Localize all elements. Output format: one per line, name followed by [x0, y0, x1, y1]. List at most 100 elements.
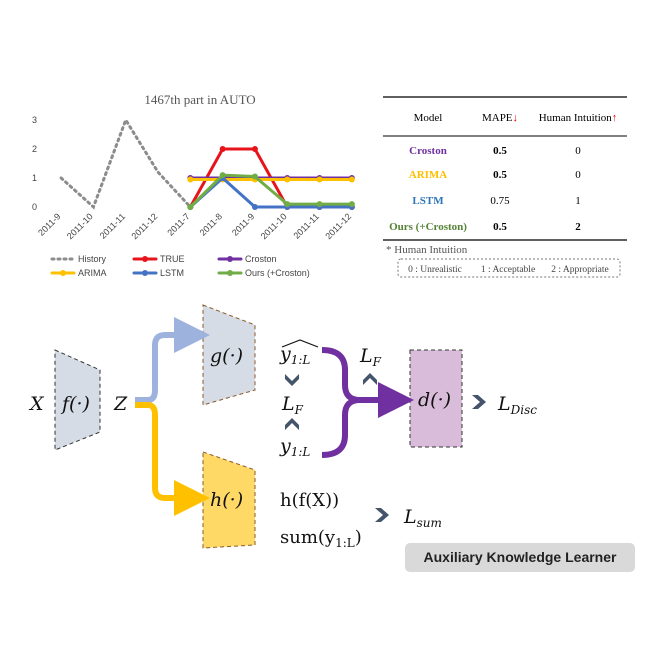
- label: d(·): [418, 389, 451, 411]
- x-tick-label: 2011-11: [98, 211, 127, 240]
- label: X: [28, 393, 45, 415]
- cell: ARIMA: [409, 169, 448, 181]
- base: L: [497, 393, 511, 415]
- y-tick-label: 1: [32, 173, 37, 183]
- chart-title: 1467th part in AUTO: [144, 92, 255, 107]
- legend-marker: [60, 270, 66, 276]
- y-tick-label: 2: [32, 144, 37, 154]
- chevron: [472, 395, 486, 409]
- legend-label: TRUE: [160, 254, 185, 264]
- label: Lsum: [403, 506, 442, 530]
- header-text: MAPE: [482, 112, 513, 124]
- decoder-g: [202, 304, 256, 406]
- cell: LSTM: [412, 195, 444, 207]
- scale-item: 1 : Acceptable: [481, 265, 535, 275]
- cell: 2: [575, 221, 581, 233]
- chevron: [285, 374, 299, 386]
- x-tick-label: 2011-12: [130, 211, 160, 241]
- base: L: [359, 345, 373, 367]
- label: sum(y1:L): [280, 527, 362, 550]
- marker: [316, 176, 323, 183]
- legend-label: ARIMA: [78, 268, 107, 278]
- marker: [348, 176, 355, 183]
- chevron: [375, 508, 389, 522]
- label: h(·): [210, 489, 243, 511]
- sub: Disc: [510, 403, 538, 417]
- series-line: [188, 173, 354, 209]
- header: Human Intuition↑: [539, 112, 618, 124]
- table: Model MAPE↓ Human Intuition↑ Croston 0.5 0…: [383, 96, 627, 278]
- label: h(f(X)): [280, 490, 339, 511]
- legend-marker: [142, 256, 148, 262]
- label: y1:L: [279, 343, 310, 367]
- marker: [284, 176, 291, 183]
- sub: F: [372, 355, 382, 369]
- legend-label: LSTM: [160, 268, 184, 278]
- scale-item: 2 : Appropriate: [551, 265, 609, 275]
- arrow: [135, 317, 210, 403]
- marker: [251, 173, 258, 180]
- label: LF: [281, 393, 304, 417]
- scale-box: [397, 258, 621, 278]
- x-tick-label: 2011-9: [36, 211, 62, 237]
- marker: [219, 172, 226, 179]
- label: g(·): [210, 345, 243, 367]
- cell: Croston: [409, 145, 447, 157]
- label: Z: [113, 393, 128, 415]
- x-tick-label: 2011-9: [230, 211, 256, 237]
- base: L: [403, 506, 417, 528]
- y-tick-label: 3: [32, 115, 37, 125]
- hat: [281, 339, 319, 348]
- legend-label: Croston: [245, 254, 277, 264]
- arrow: ↑: [612, 112, 618, 124]
- label: f(·): [60, 393, 90, 415]
- chevron: [285, 418, 299, 430]
- label: LDisc: [497, 393, 537, 417]
- series-line: [188, 175, 354, 209]
- cell: 1: [575, 195, 581, 207]
- legend-label: History: [78, 254, 107, 264]
- decoder-h: [202, 451, 256, 549]
- cell: 0.75: [490, 195, 510, 207]
- marker: [187, 204, 194, 210]
- x-tick-label: 2011-11: [291, 211, 320, 240]
- cell: 0.5: [493, 145, 507, 157]
- header: Model: [414, 112, 443, 124]
- base: y: [279, 343, 291, 365]
- x-tick-label: 2011-12: [323, 211, 353, 241]
- diagram: X f(·) Z g(·) h(·) d(·) y1:L LF y1:L LF …: [28, 304, 635, 572]
- marker: [251, 146, 258, 152]
- marker: [316, 201, 323, 208]
- marker: [284, 201, 291, 208]
- sub: 1:L: [291, 353, 311, 367]
- marker: [348, 201, 355, 208]
- legend-label: Ours (+Croston): [245, 268, 310, 278]
- x-tick-label: 2011-10: [259, 211, 289, 241]
- header-text: Human Intuition: [539, 112, 613, 124]
- cell: 0: [575, 145, 581, 157]
- scale-item: 0 : Unrealistic: [408, 265, 462, 275]
- sub: 1:L: [335, 536, 355, 550]
- sub: F: [294, 403, 304, 417]
- x-tick-label: 2011-10: [65, 211, 95, 241]
- header: MAPE↓: [482, 112, 518, 124]
- legend-marker: [142, 270, 148, 276]
- arrow: [321, 347, 396, 458]
- label: y1:L: [279, 435, 310, 459]
- marker: [187, 176, 194, 183]
- box-label: Auxiliary Knowledge Learner: [424, 549, 617, 565]
- marker: [251, 204, 258, 210]
- label: LF: [359, 345, 382, 369]
- x-tick-label: 2011-8: [198, 211, 224, 237]
- marker: [219, 146, 226, 152]
- y-tick-label: 0: [32, 202, 37, 212]
- base: y: [279, 435, 291, 457]
- pre: sum(y: [280, 527, 336, 548]
- legend-marker: [227, 256, 233, 262]
- chevron: [363, 373, 377, 385]
- cell: 0.5: [493, 221, 507, 233]
- base: L: [281, 393, 295, 415]
- encoder: [54, 349, 101, 451]
